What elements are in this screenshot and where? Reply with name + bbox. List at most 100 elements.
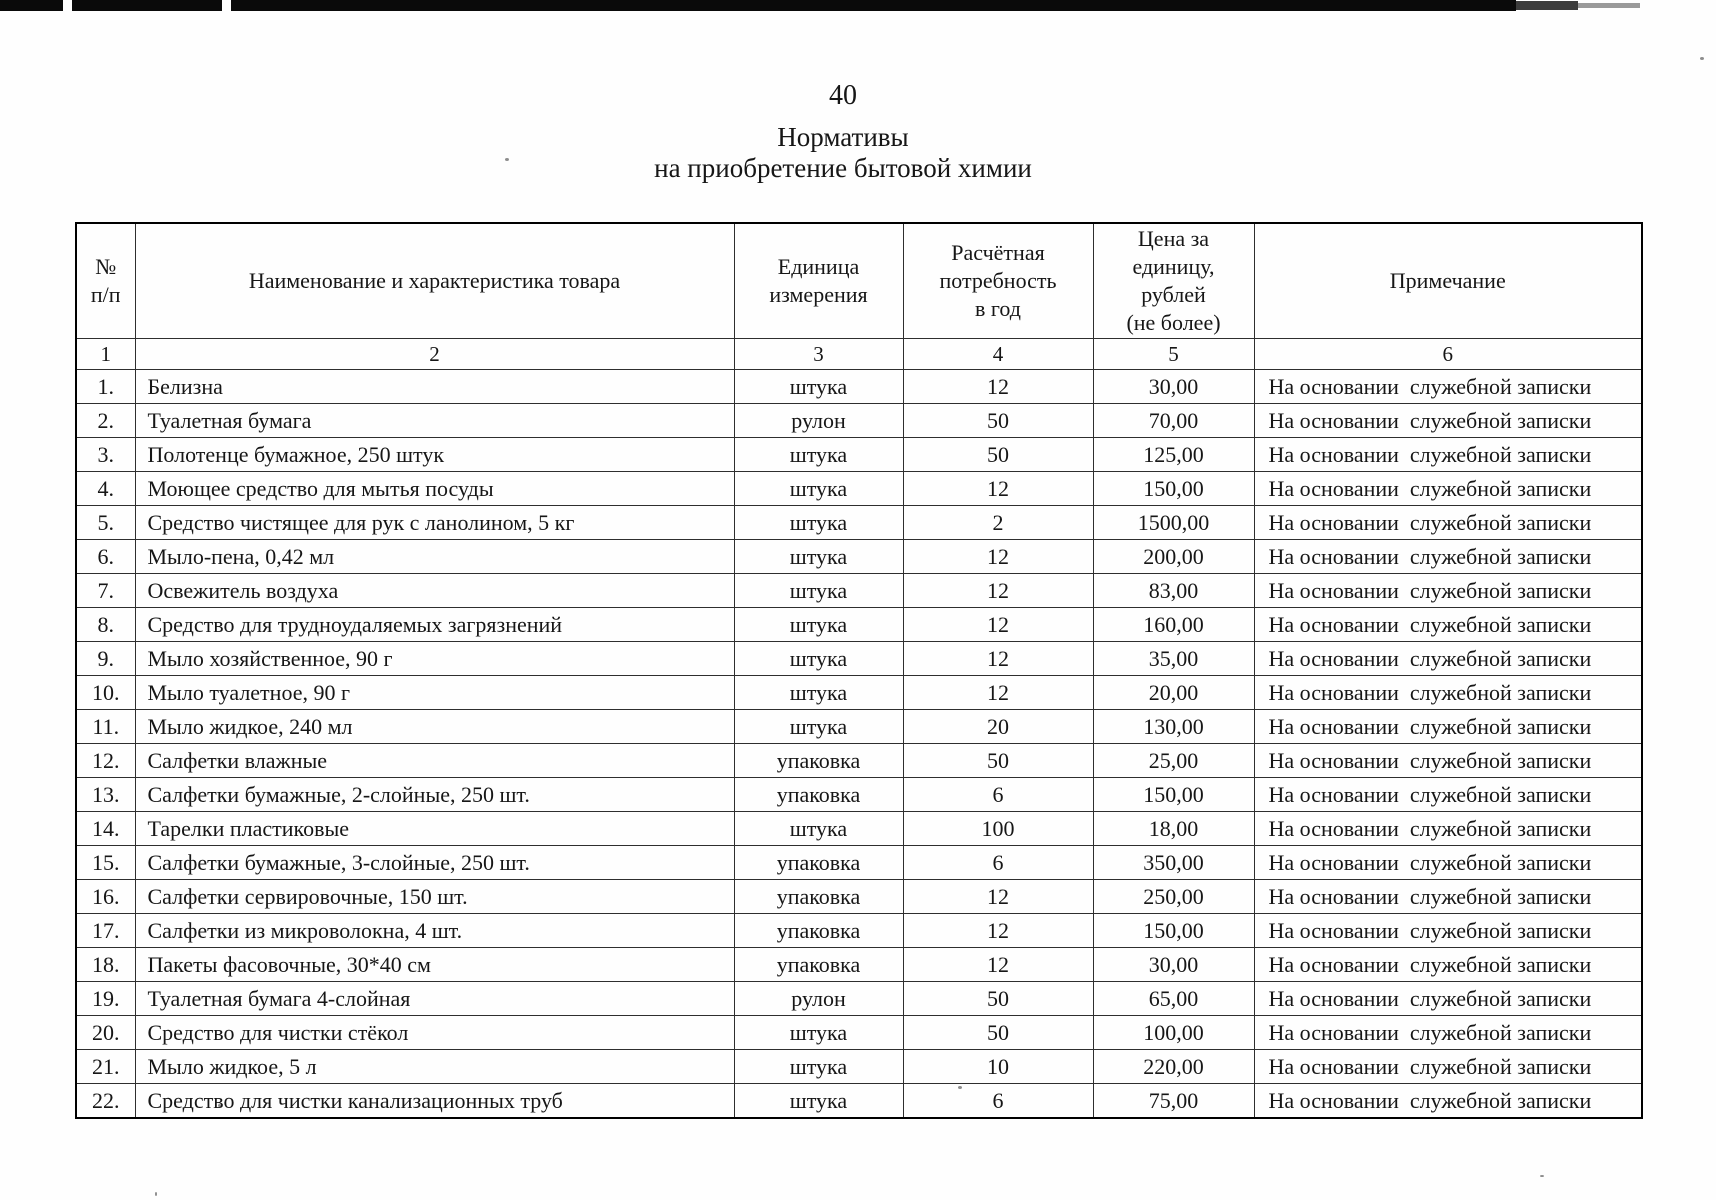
price-cell: 250,00 [1092, 879, 1255, 914]
unit-cell: штука [733, 505, 904, 540]
scan-speck [155, 1192, 157, 1196]
qty-cell: 12 [902, 471, 1094, 506]
price-cell: 150,00 [1092, 471, 1255, 506]
price-cell: 30,00 [1092, 369, 1255, 404]
qty-cell: 50 [902, 743, 1094, 778]
row-number-cell: 10. [75, 675, 136, 710]
qty-cell: 50 [902, 403, 1094, 438]
scan-speck [1540, 1175, 1544, 1177]
price-cell: 130,00 [1092, 709, 1255, 744]
item-name-cell: Мыло туалетное, 90 г [134, 675, 735, 710]
note-cell: На основании служебной записки [1253, 777, 1643, 812]
qty-cell: 12 [902, 947, 1094, 982]
note-cell: На основании служебной записки [1253, 845, 1643, 880]
price-cell: 30,00 [1092, 947, 1255, 982]
note-cell: На основании служебной записки [1253, 369, 1643, 404]
note-cell: На основании служебной записки [1253, 505, 1643, 540]
unit-cell: штука [733, 607, 904, 642]
item-name-cell: Средство чистящее для рук с ланолином, 5… [134, 505, 735, 540]
qty-cell: 12 [902, 913, 1094, 948]
price-cell: 200,00 [1092, 539, 1255, 574]
table-row: 1. Белизна штука 12 30,00 На основании с… [75, 369, 1643, 404]
qty-cell: 20 [902, 709, 1094, 744]
item-name-cell: Салфетки из микроволокна, 4 шт. [134, 913, 735, 948]
scan-speck [1700, 57, 1704, 60]
table-row: 5. Средство чистящее для рук с ланолином… [75, 505, 1643, 540]
note-cell: На основании служебной записки [1253, 709, 1643, 744]
item-name-cell: Салфетки сервировочные, 150 шт. [134, 879, 735, 914]
item-name-cell: Салфетки бумажные, 3-слойные, 250 шт. [134, 845, 735, 880]
table-row: 13. Салфетки бумажные, 2-слойные, 250 шт… [75, 777, 1643, 812]
qty-cell: 12 [902, 641, 1094, 676]
column-number: 6 [1253, 338, 1643, 370]
qty-cell: 6 [902, 777, 1094, 812]
document-title: Нормативы на приобретение бытовой химии [0, 122, 1686, 184]
price-cell: 70,00 [1092, 403, 1255, 438]
table-row: 17. Салфетки из микроволокна, 4 шт. упак… [75, 913, 1643, 948]
qty-cell: 50 [902, 981, 1094, 1016]
item-name-cell: Средство для чистки канализационных труб [134, 1083, 735, 1119]
unit-cell: рулон [733, 403, 904, 438]
row-number-cell: 17. [75, 913, 136, 948]
table-row: 6. Мыло-пена, 0,42 мл штука 12 200,00 На… [75, 539, 1643, 574]
unit-cell: упаковка [733, 845, 904, 880]
price-cell: 83,00 [1092, 573, 1255, 608]
unit-cell: штука [733, 437, 904, 472]
qty-cell: 50 [902, 437, 1094, 472]
qty-cell: 12 [902, 539, 1094, 574]
qty-cell: 12 [902, 607, 1094, 642]
price-cell: 150,00 [1092, 777, 1255, 812]
column-number: 1 [75, 338, 136, 370]
unit-cell: штука [733, 369, 904, 404]
price-cell: 350,00 [1092, 845, 1255, 880]
price-cell: 100,00 [1092, 1015, 1255, 1050]
price-cell: 18,00 [1092, 811, 1255, 846]
note-cell: На основании служебной записки [1253, 573, 1643, 608]
note-cell: На основании служебной записки [1253, 981, 1643, 1016]
item-name-cell: Туалетная бумага [134, 403, 735, 438]
note-cell: На основании служебной записки [1253, 641, 1643, 676]
column-number-row: 1 2 3 4 5 6 [75, 338, 1643, 370]
qty-cell: 12 [902, 675, 1094, 710]
unit-cell: штука [733, 811, 904, 846]
scan-bar-gap [63, 0, 72, 11]
header-note: Примечание [1253, 222, 1643, 339]
row-number-cell: 11. [75, 709, 136, 744]
row-number-cell: 18. [75, 947, 136, 982]
row-number-cell: 3. [75, 437, 136, 472]
unit-cell: упаковка [733, 879, 904, 914]
header-unit-price: Цена за единицу, рублей (не более) [1092, 222, 1255, 339]
price-cell: 65,00 [1092, 981, 1255, 1016]
table-row: 10. Мыло туалетное, 90 г штука 12 20,00 … [75, 675, 1643, 710]
note-cell: На основании служебной записки [1253, 743, 1643, 778]
note-cell: На основании служебной записки [1253, 1015, 1643, 1050]
table-row: 15. Салфетки бумажные, 3-слойные, 250 шт… [75, 845, 1643, 880]
row-number-cell: 1. [75, 369, 136, 404]
qty-cell: 100 [902, 811, 1094, 846]
price-cell: 220,00 [1092, 1049, 1255, 1084]
unit-cell: штука [733, 675, 904, 710]
column-number: 2 [134, 338, 735, 370]
column-number: 4 [902, 338, 1094, 370]
scan-bar-gap [222, 0, 231, 11]
page-number: 40 [829, 80, 857, 111]
note-cell: На основании служебной записки [1253, 811, 1643, 846]
price-cell: 160,00 [1092, 607, 1255, 642]
table-row: 9. Мыло хозяйственное, 90 г штука 12 35,… [75, 641, 1643, 676]
row-number-cell: 8. [75, 607, 136, 642]
scan-artifact-bar [1578, 3, 1640, 8]
header-unit: Единица измерения [733, 222, 904, 339]
row-number-cell: 21. [75, 1049, 136, 1084]
table-row: 16. Салфетки сервировочные, 150 шт. упак… [75, 879, 1643, 914]
table-row: 4. Моющее средство для мытья посуды штук… [75, 471, 1643, 506]
header-row: № п/п Наименование и характеристика това… [75, 222, 1643, 339]
table-row: 18. Пакеты фасовочные, 30*40 см упаковка… [75, 947, 1643, 982]
column-number: 3 [733, 338, 904, 370]
price-cell: 150,00 [1092, 913, 1255, 948]
note-cell: На основании служебной записки [1253, 947, 1643, 982]
row-number-cell: 6. [75, 539, 136, 574]
row-number-cell: 7. [75, 573, 136, 608]
price-cell: 25,00 [1092, 743, 1255, 778]
table-row: 8. Средство для трудноудаляемых загрязне… [75, 607, 1643, 642]
note-cell: На основании служебной записки [1253, 1083, 1643, 1119]
